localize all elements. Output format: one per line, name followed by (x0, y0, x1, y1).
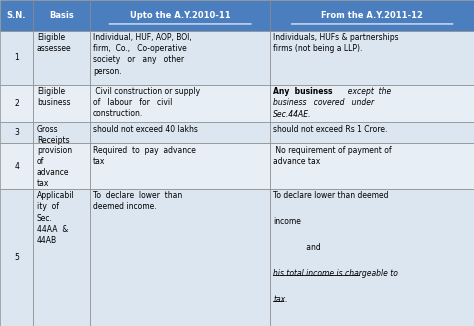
Text: No requirement of payment of
advance tax: No requirement of payment of advance tax (273, 146, 392, 166)
Text: Basis: Basis (49, 11, 74, 20)
Text: and: and (273, 243, 321, 252)
Bar (33, 122, 90, 143)
Bar (33, 143, 90, 189)
Bar (270, 85, 474, 122)
Text: 4: 4 (14, 162, 19, 171)
Bar (90, 189, 270, 326)
Text: except  the: except the (343, 87, 392, 96)
Text: To  declare  lower  than
deemed income.: To declare lower than deemed income. (93, 191, 182, 212)
Text: Civil construction or supply
of   labour   for   civil
construction.: Civil construction or supply of labour f… (93, 87, 200, 118)
Text: should not exceed Rs 1 Crore.: should not exceed Rs 1 Crore. (273, 125, 387, 134)
Text: Gross
Receipts: Gross Receipts (37, 125, 70, 145)
Bar (33, 85, 90, 122)
Text: 2: 2 (14, 99, 19, 108)
Bar (270, 31, 474, 85)
Text: provision
of
advance
tax: provision of advance tax (37, 146, 72, 188)
Bar (33, 31, 90, 85)
Bar (0, 143, 33, 189)
Text: Individuals, HUFs & partnerships
firms (not being a LLP).: Individuals, HUFs & partnerships firms (… (273, 33, 399, 53)
Bar (0, 189, 33, 326)
Text: Upto the A.Y.2010-11: Upto the A.Y.2010-11 (130, 11, 230, 20)
Bar (33, 0, 90, 31)
Text: S.N.: S.N. (7, 11, 27, 20)
Text: income: income (273, 217, 301, 226)
Text: 5: 5 (14, 253, 19, 262)
Bar (90, 143, 270, 189)
Bar (90, 31, 270, 85)
Text: Required  to  pay  advance
tax: Required to pay advance tax (93, 146, 196, 166)
Text: his total income is chargeable to: his total income is chargeable to (273, 269, 398, 278)
Text: Sec.44AE.: Sec.44AE. (273, 110, 311, 119)
Bar (0, 85, 33, 122)
Text: 1: 1 (14, 53, 19, 62)
Text: From the A.Y.2011-12: From the A.Y.2011-12 (321, 11, 423, 20)
Text: Applicabil
ity  of
Sec.
44AA  &
44AB: Applicabil ity of Sec. 44AA & 44AB (37, 191, 75, 245)
Text: Any  business: Any business (273, 87, 333, 96)
Bar (270, 189, 474, 326)
Bar (0, 122, 33, 143)
Bar (270, 0, 474, 31)
Bar (90, 85, 270, 122)
Bar (0, 0, 33, 31)
Text: 3: 3 (14, 128, 19, 137)
Bar (270, 122, 474, 143)
Text: Individual, HUF, AOP, BOI,
firm,  Co.,   Co-operative
society   or   any   other: Individual, HUF, AOP, BOI, firm, Co., Co… (93, 33, 191, 76)
Text: Eligible
business: Eligible business (37, 87, 71, 107)
Text: business   covered   under: business covered under (273, 98, 374, 107)
Text: should not exceed 40 lakhs: should not exceed 40 lakhs (93, 125, 198, 134)
Bar (90, 122, 270, 143)
Text: To declare lower than deemed: To declare lower than deemed (273, 191, 389, 200)
Text: Eligible
assessee: Eligible assessee (37, 33, 72, 53)
Text: tax.: tax. (273, 295, 288, 304)
Bar (0, 31, 33, 85)
Bar (33, 189, 90, 326)
Bar (270, 143, 474, 189)
Bar (90, 0, 270, 31)
